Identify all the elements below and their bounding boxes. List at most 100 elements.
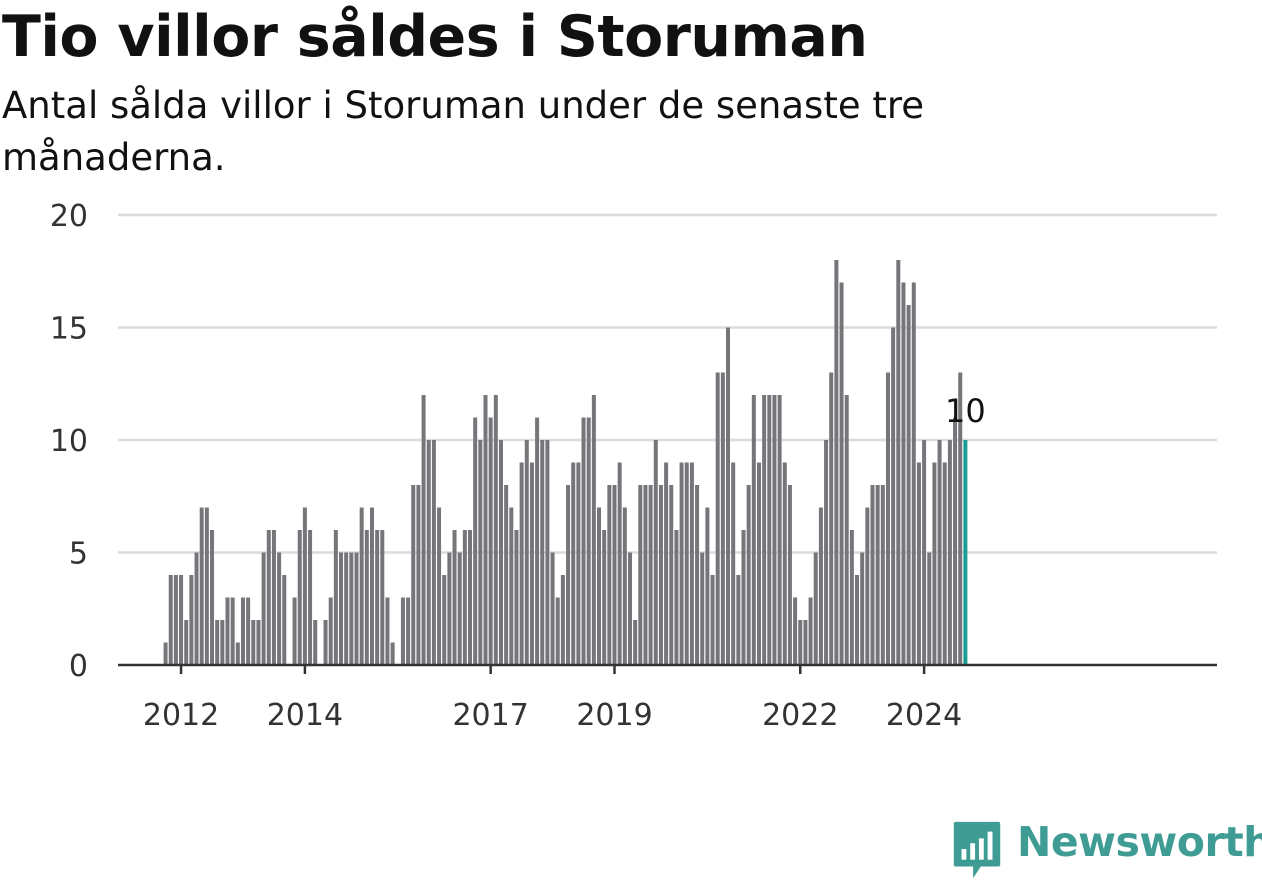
y-tick-label: 0 — [69, 649, 88, 684]
bar — [411, 485, 416, 665]
bar — [328, 597, 333, 665]
bar — [695, 485, 700, 665]
bar — [829, 372, 834, 665]
bar — [369, 507, 374, 665]
bar — [916, 462, 921, 665]
bar — [426, 440, 431, 665]
x-axis-ticks: 2012 2014 2017 2019 2022 2024 — [143, 665, 962, 733]
bar — [855, 575, 860, 665]
chart-title: Tio villor såldes i Storuman — [2, 4, 868, 70]
bar — [225, 597, 230, 665]
bar — [498, 440, 503, 665]
bar — [602, 530, 607, 665]
bar — [581, 417, 586, 665]
bar — [246, 597, 251, 665]
highlight-value-label: 10 — [945, 392, 986, 430]
bar — [462, 530, 467, 665]
bar — [524, 440, 529, 665]
bar — [597, 507, 602, 665]
bar — [958, 372, 963, 665]
bar — [529, 462, 534, 665]
bar — [937, 440, 942, 665]
bar — [679, 462, 684, 665]
y-tick-label: 5 — [69, 537, 88, 572]
bar — [313, 620, 318, 665]
bar — [308, 530, 313, 665]
bar — [256, 620, 261, 665]
bar — [782, 462, 787, 665]
bar — [380, 530, 385, 665]
bar — [364, 530, 369, 665]
x-tick-label: 2022 — [762, 698, 838, 733]
bar — [891, 327, 896, 665]
bar — [550, 552, 555, 665]
bar — [204, 507, 209, 665]
bar — [421, 395, 426, 665]
bar — [452, 530, 457, 665]
bar — [674, 530, 679, 665]
bar — [942, 462, 947, 665]
bar — [385, 597, 390, 665]
bar — [787, 485, 792, 665]
bar — [607, 485, 612, 665]
bar — [179, 575, 184, 665]
bar — [906, 305, 911, 665]
bar — [658, 485, 663, 665]
bar — [684, 462, 689, 665]
bar — [560, 575, 565, 665]
bars — [163, 260, 968, 665]
bar — [488, 417, 493, 665]
bar — [932, 462, 937, 665]
bar — [746, 485, 751, 665]
bar — [571, 462, 576, 665]
bar — [473, 417, 478, 665]
bar — [875, 485, 880, 665]
bar — [741, 530, 746, 665]
bar — [220, 620, 225, 665]
x-tick-label: 2024 — [886, 698, 962, 733]
bar — [478, 440, 483, 665]
y-tick-label: 10 — [50, 424, 88, 459]
x-tick-label: 2014 — [267, 698, 343, 733]
bar — [509, 507, 514, 665]
bar — [277, 552, 282, 665]
bar — [261, 552, 266, 665]
bar — [803, 620, 808, 665]
bar — [535, 417, 540, 665]
bar — [504, 485, 509, 665]
bar — [818, 507, 823, 665]
bar — [643, 485, 648, 665]
bar — [333, 530, 338, 665]
bar — [911, 282, 916, 665]
bar — [184, 620, 189, 665]
bar — [756, 462, 761, 665]
bar — [323, 620, 328, 665]
bar — [839, 282, 844, 665]
bar — [359, 507, 364, 665]
bar — [653, 440, 658, 665]
bar — [726, 327, 731, 665]
bar — [457, 552, 462, 665]
newsworthy-logo-icon — [953, 821, 1001, 879]
bar — [751, 395, 756, 665]
y-tick-label: 15 — [50, 312, 88, 347]
bar — [519, 462, 524, 665]
bar — [292, 597, 297, 665]
bar — [813, 552, 818, 665]
bar — [798, 620, 803, 665]
bar — [767, 395, 772, 665]
bar — [302, 507, 307, 665]
x-tick-label: 2012 — [143, 698, 219, 733]
bar — [638, 485, 643, 665]
bar — [400, 597, 405, 665]
bar — [163, 642, 168, 665]
bar — [834, 260, 839, 665]
bar — [664, 462, 669, 665]
chart-subtitle: Antal sålda villor i Storuman under de s… — [2, 84, 925, 179]
bar — [431, 440, 436, 665]
bar — [442, 575, 447, 665]
bar — [251, 620, 256, 665]
bar — [375, 530, 380, 665]
bar — [406, 597, 411, 665]
bar — [705, 507, 710, 665]
